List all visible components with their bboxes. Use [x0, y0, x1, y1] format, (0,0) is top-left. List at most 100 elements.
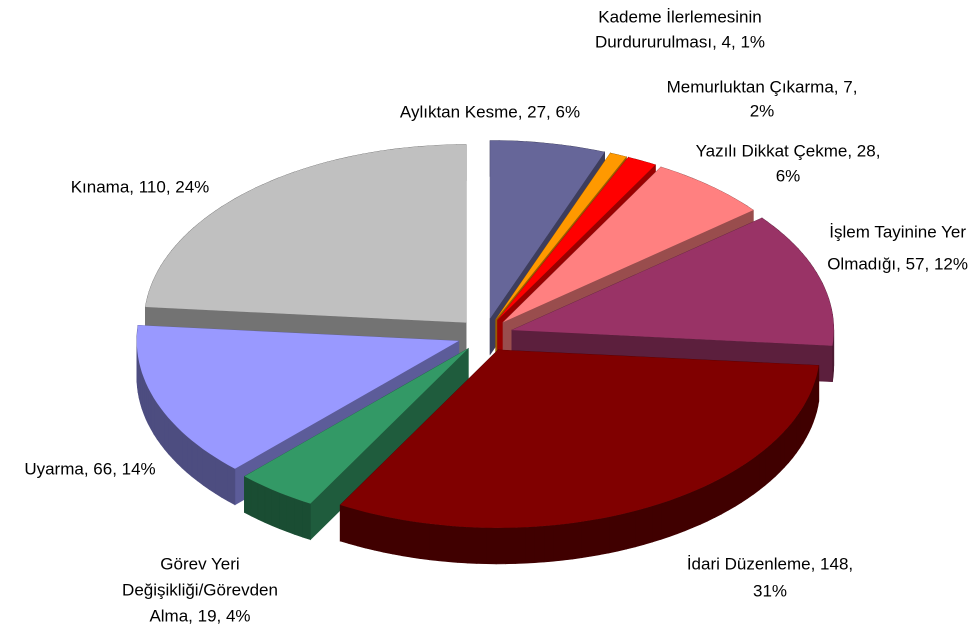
- slice-side: [514, 526, 526, 564]
- slice-side: [186, 435, 193, 478]
- slice-side: [401, 519, 412, 558]
- slice-side: [699, 484, 709, 525]
- data-label: Uyarma, 66, 14%: [24, 459, 155, 478]
- data-label: İdari Düzenleme, 148,: [687, 554, 853, 573]
- slice-side: [769, 439, 776, 482]
- slice-side: [495, 527, 507, 565]
- slice-side: [728, 469, 736, 511]
- slice-side: [294, 497, 303, 538]
- slice-side: [271, 489, 280, 530]
- slice-side: [356, 509, 367, 549]
- slice-side: [365, 511, 376, 551]
- slice-side: [383, 515, 393, 555]
- slice-side: [764, 444, 771, 487]
- slice-side: [792, 415, 797, 459]
- slice-side: [779, 430, 785, 473]
- slice-side: [392, 517, 403, 557]
- slice-side: [348, 507, 358, 547]
- slice-side: [257, 482, 266, 523]
- slice-side: [286, 495, 296, 535]
- slice-side: [796, 410, 801, 454]
- slice-side: [448, 525, 459, 563]
- slice: [145, 144, 467, 323]
- slice-side: [753, 453, 760, 495]
- slice-side: [741, 461, 749, 503]
- slice-side: [197, 444, 204, 486]
- slice-side: [467, 526, 478, 564]
- slice-side: [608, 514, 619, 554]
- slice-side: [617, 512, 628, 552]
- slice-side: [410, 520, 421, 559]
- slice-side: [635, 508, 645, 548]
- data-label: Alma, 19, 4%: [149, 606, 250, 625]
- slice-side: [181, 431, 188, 473]
- data-label: Memurluktan Çıkarma, 7,: [667, 77, 858, 96]
- slice-side: [802, 400, 807, 445]
- data-label: Aylıktan Kesme, 27, 6%: [400, 102, 580, 121]
- slice-side: [215, 456, 222, 498]
- slice-side: [202, 448, 210, 490]
- slice-side: [524, 526, 535, 564]
- slice-side: [264, 486, 273, 527]
- data-label: Görev Yeri: [160, 554, 239, 573]
- slice-side: [148, 387, 152, 430]
- slice-side: [707, 481, 716, 522]
- slice-side: [805, 396, 810, 438]
- slice-side: [668, 497, 678, 538]
- slice-side: [419, 522, 430, 561]
- slice-side: [505, 527, 516, 565]
- slice-side: [652, 502, 662, 543]
- slice-side: [660, 500, 670, 540]
- slice-side: [339, 504, 349, 544]
- slice-side: [684, 491, 694, 532]
- slice-side: [244, 475, 252, 517]
- slice-side: [191, 439, 198, 482]
- slice-side: [808, 391, 812, 433]
- slice: [497, 157, 656, 320]
- slice-side: [626, 510, 636, 550]
- slice-side: [221, 460, 229, 502]
- data-label: Kademe İlerlemesinin: [598, 7, 761, 26]
- slice-side: [543, 524, 554, 563]
- slice-side: [599, 516, 610, 556]
- slice-side: [676, 494, 686, 535]
- slice-side: [799, 405, 804, 449]
- slice-side: [143, 377, 147, 420]
- slice-side: [534, 525, 545, 564]
- slice-side: [172, 421, 178, 464]
- slice-side: [176, 426, 183, 469]
- slice-side: [581, 519, 592, 559]
- slice-side: [156, 402, 161, 445]
- slice-side: [788, 420, 794, 464]
- slice-side: [250, 479, 259, 520]
- slice-side: [279, 492, 288, 533]
- data-label: Değişikliği/Görevden: [122, 580, 278, 599]
- data-label: Kınama, 110, 24%: [71, 177, 210, 196]
- slice: [136, 325, 459, 469]
- slice-side: [227, 464, 236, 506]
- slice-side: [553, 523, 564, 562]
- slice-side: [759, 448, 766, 491]
- slice-side: [457, 526, 468, 564]
- slice-side: [164, 412, 169, 455]
- data-label: 2%: [750, 101, 775, 120]
- slice-side: [429, 523, 440, 562]
- slice-side: [562, 522, 573, 561]
- slice-side: [832, 340, 834, 382]
- data-label: Durdururulması, 4, 1%: [595, 32, 765, 51]
- slice-side: [774, 435, 781, 478]
- slice: [340, 349, 819, 528]
- slice-side: [150, 391, 155, 436]
- slice: [503, 167, 754, 323]
- slice: [244, 348, 469, 504]
- slice: [495, 153, 627, 320]
- slice-side: [476, 527, 487, 565]
- slice-side: [714, 477, 723, 518]
- slice-side: [145, 382, 149, 425]
- slice-side: [168, 416, 173, 460]
- data-label: Olmadığı, 57, 12%: [827, 254, 968, 273]
- data-label: İşlem Tayinine Yer: [829, 222, 966, 241]
- slice: [511, 218, 834, 346]
- slice-side: [302, 500, 311, 541]
